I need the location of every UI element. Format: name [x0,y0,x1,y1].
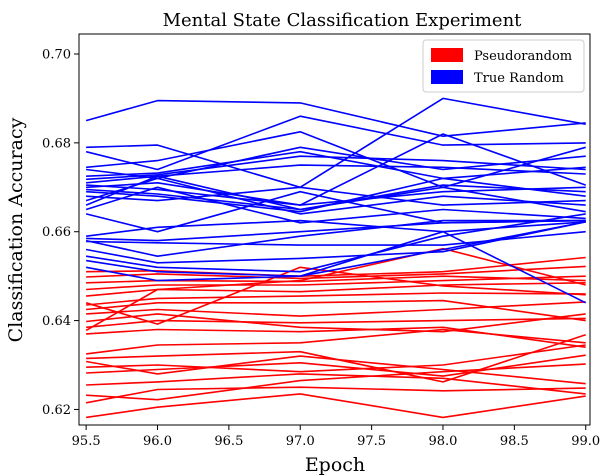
true-random-run-19-line [86,219,586,242]
series-layer [85,97,587,419]
x-tick-label: 95.5 [72,434,101,449]
true-random-run-18-line [86,219,586,237]
pseudorandom-run-9-line [86,328,586,355]
plot-frame [78,33,591,426]
true-random-run-10-line [86,182,586,206]
legend-box [422,39,585,93]
true-random-run-23-line [85,213,586,273]
pseudorandom-run-5-line [86,354,586,377]
x-tick-label: 96.0 [143,434,172,449]
pseudorandom-run-4-line [86,373,586,395]
x-axis-label: Epoch [305,454,365,475]
true-random-run-1-line [85,99,586,137]
true-random-run-13-line [86,186,586,206]
legend-swatch-true-random [431,70,463,84]
true-random-run-8-line [86,164,586,184]
pseudorandom-run-21-line [85,247,586,332]
legend: Pseudorandom True Random [422,39,585,93]
y-tick-label: 0.64 [42,314,71,329]
legend-swatch-pseudorandom [431,48,463,62]
y-tick-label: 0.66 [42,225,71,240]
pseudorandom-run-8-line [86,334,586,383]
pseudorandom-run-10-line [86,326,586,348]
legend-label-true-random: True Random [474,71,564,86]
x-tick-label: 97.5 [357,434,386,449]
y-tick-label: 0.70 [42,47,71,62]
true-random-run-21-line [86,230,586,246]
x-tick-label: 98.0 [429,434,458,449]
pseudorandom-run-18-line [86,275,586,284]
pseudorandom-run-1-line [85,393,586,419]
pseudorandom-run-2-line [85,386,586,404]
true-random-run-25-line [85,221,586,282]
pseudorandom-run-19-line [86,265,586,280]
pseudorandom-run-11-line [86,317,586,329]
legend-label-pseudorandom: Pseudorandom [474,49,572,64]
true-random-run-5-line [86,146,586,180]
pseudorandom-run-17-line [86,275,586,291]
pseudorandom-run-7-line [85,355,586,385]
pseudorandom-run-22-line [85,266,586,325]
y-axis-label: Classification Accuracy [5,117,27,342]
true-random-run-6-line [86,150,586,180]
y-tick-label: 0.68 [42,136,71,151]
chart-title: Mental State Classification Experiment [163,10,523,31]
pseudorandom-run-16-line [86,282,586,297]
true-random-run-3-line [85,115,586,171]
x-tick-label: 96.5 [214,434,243,449]
ticks-layer: 95.5 96.0 96.5 97.0 97.5 98.0 98.5 99.0 0.62 0.64… [42,47,600,449]
x-tick-label: 97.0 [286,434,315,449]
true-random-run-22-line [85,221,586,264]
pseudorandom-run-6-line [86,344,586,373]
x-tick-label: 99.0 [571,434,600,449]
true-random-run-16-line [85,186,586,224]
true-random-run-7-line [86,155,586,181]
pseudorandom-run-15-line [86,292,586,306]
y-tick-label: 0.62 [42,403,71,418]
x-tick-label: 98.5 [500,434,529,449]
pseudorandom-run-14-line [86,299,586,322]
true-random-run-15-line [85,175,586,213]
true-random-run-20-line [85,219,586,258]
